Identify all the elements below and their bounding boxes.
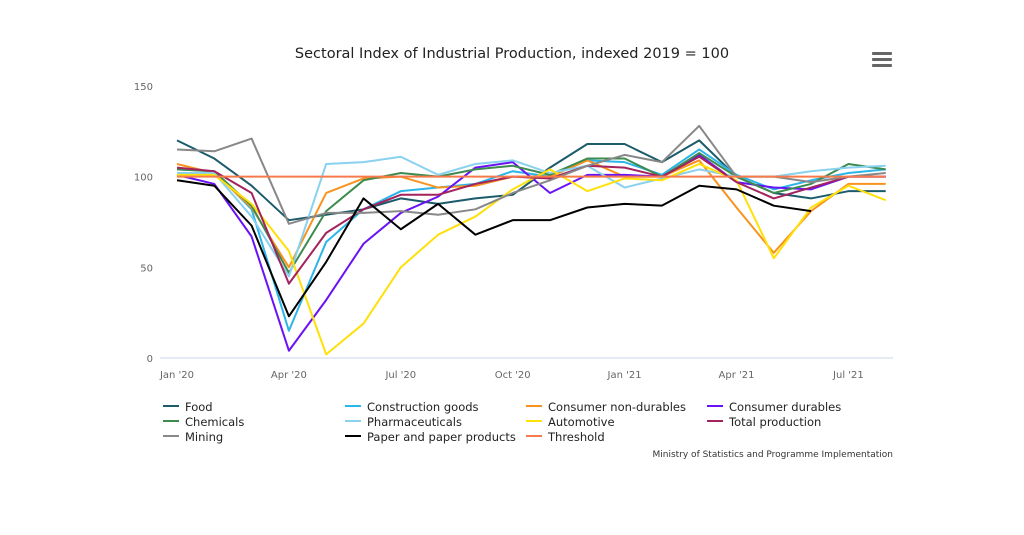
legend-swatch xyxy=(345,419,361,422)
credits: Ministry of Statistics and Programme Imp… xyxy=(652,450,893,460)
legend-swatch xyxy=(526,404,542,407)
legend-item-chemicals[interactable]: Chemicals xyxy=(163,415,244,429)
legend-swatch xyxy=(163,419,179,422)
legend-item-paper-and-paper-products[interactable]: Paper and paper products xyxy=(345,430,516,444)
x-tick-label: Apr '20 xyxy=(271,370,307,381)
legend-item-pharmaceuticals[interactable]: Pharmaceuticals xyxy=(345,415,462,429)
legend-swatch xyxy=(526,434,542,437)
legend-swatch xyxy=(707,404,723,407)
series-line-consumer-durables xyxy=(176,153,886,352)
hamburger-menu-icon[interactable] xyxy=(872,52,892,68)
y-tick-label: 100 xyxy=(134,173,153,184)
legend-label: Food xyxy=(185,400,213,414)
legend-swatch xyxy=(163,434,179,437)
legend-item-construction-goods[interactable]: Construction goods xyxy=(345,400,479,414)
y-tick-label: 50 xyxy=(140,263,153,274)
legend-label: Total production xyxy=(729,415,822,429)
legend-label: Pharmaceuticals xyxy=(367,415,462,429)
series-line-automotive xyxy=(177,162,887,356)
x-tick-label: Jan '21 xyxy=(607,370,642,381)
legend-item-total-production[interactable]: Total production xyxy=(707,415,821,429)
legend-label: Mining xyxy=(185,430,224,444)
legend-label: Paper and paper products xyxy=(367,430,516,444)
legend-swatch xyxy=(707,419,723,422)
legend-item-threshold[interactable]: Threshold xyxy=(526,430,605,444)
legend-label: Chemicals xyxy=(185,415,245,429)
legend-item-automotive[interactable]: Automotive xyxy=(526,415,615,429)
legend-label: Threshold xyxy=(548,430,605,444)
legend-swatch xyxy=(345,434,361,437)
series-line-chemicals xyxy=(176,152,886,274)
legend-item-food[interactable]: Food xyxy=(163,400,213,414)
series-line-paper-and-paper-products xyxy=(176,179,812,318)
legend-item-mining[interactable]: Mining xyxy=(163,430,223,444)
legend-swatch xyxy=(163,404,179,407)
legend-item-consumer-durables[interactable]: Consumer durables xyxy=(707,400,841,414)
x-tick-label: Apr '21 xyxy=(719,370,755,381)
x-tick-label: Jul '20 xyxy=(384,370,416,381)
y-tick-label: 0 xyxy=(147,354,153,365)
legend-swatch xyxy=(526,419,542,422)
legend-label: Consumer durables xyxy=(729,400,842,414)
x-tick-label: Jan '20 xyxy=(159,370,194,381)
legend-label: Construction goods xyxy=(367,400,479,414)
legend-label: Consumer non-durables xyxy=(548,400,686,414)
legend-label: Automotive xyxy=(548,415,615,429)
legend-item-consumer-non-durables[interactable]: Consumer non-durables xyxy=(526,400,686,414)
legend-swatch xyxy=(345,404,361,407)
x-tick-label: Jul '21 xyxy=(832,370,864,381)
y-tick-label: 150 xyxy=(134,82,153,93)
chart-title: Sectoral Index of Industrial Production,… xyxy=(294,46,730,62)
x-tick-label: Oct '20 xyxy=(495,370,531,381)
